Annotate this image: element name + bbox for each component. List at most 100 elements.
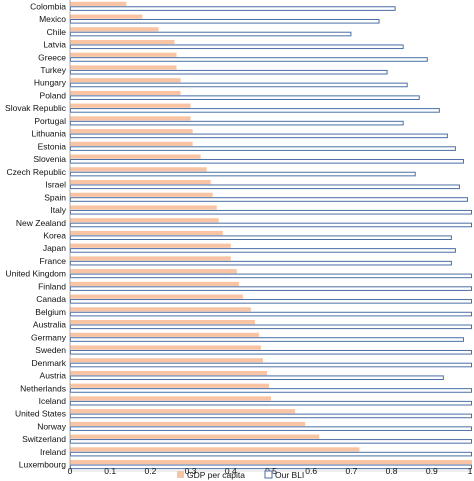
bar-gdp-norway: [70, 421, 306, 427]
category-label: Korea: [43, 231, 66, 241]
bar-gdp-ireland: [70, 447, 360, 452]
category-label: Netherlands: [20, 383, 66, 393]
x-tick-label: 0.3: [185, 466, 197, 476]
legend: GDP per capita Our BLI: [177, 470, 304, 480]
x-tick-label: 0.8: [386, 466, 398, 476]
bar-bli-lithuania: [70, 133, 448, 139]
legend-label: GDP per capita: [187, 470, 245, 480]
bar-gdp-denmark: [70, 358, 263, 363]
bar-gdp-lithuania: [70, 129, 193, 134]
bar-gdp-switzerland: [70, 434, 320, 439]
category-label: France: [40, 256, 67, 266]
bar-bli-switzerland: [70, 439, 472, 444]
bar-bli-luxembourg: [70, 464, 472, 470]
bar-bli-austria: [70, 375, 444, 381]
bar-bli-hungary: [70, 82, 408, 88]
category-label: Portugal: [34, 116, 66, 126]
category-label: Mexico: [39, 14, 66, 24]
bar-bli-korea: [70, 235, 452, 240]
bar-bli-latvia: [70, 44, 404, 50]
bar-gdp-spain: [70, 192, 213, 197]
bar-bli-denmark: [70, 362, 472, 368]
x-tick-label: 0.9: [426, 466, 438, 476]
bar-bli-greece: [70, 57, 428, 62]
category-label: Australia: [33, 320, 66, 330]
category-label: Greece: [38, 52, 66, 62]
bar-gdp-estonia: [70, 141, 193, 146]
bar-gdp-portugal: [70, 116, 191, 121]
category-label: Sweden: [35, 345, 66, 355]
category-label: Switzerland: [22, 434, 66, 444]
bar-gdp-finland: [70, 281, 239, 287]
bar-bli-slovak-republic: [70, 108, 440, 113]
x-tick-label: 0.6: [305, 466, 317, 476]
bar-bli-united-kingdom: [70, 273, 472, 279]
bar-gdp-new-zealand: [70, 218, 219, 223]
category-label: Iceland: [39, 396, 67, 406]
bar-bli-netherlands: [70, 388, 472, 393]
bar-bli-belgium: [70, 311, 472, 317]
bar-bli-spain: [70, 197, 468, 202]
bar-gdp-mexico: [70, 14, 143, 19]
bar-bli-estonia: [70, 146, 456, 151]
category-label: Spain: [44, 192, 66, 202]
category-label: United States: [15, 409, 66, 419]
category-label: Israel: [45, 180, 66, 190]
bar-bli-poland: [70, 95, 420, 100]
category-label: Luxembourg: [19, 460, 67, 470]
category-label: New Zealand: [16, 218, 66, 228]
bar-bli-canada: [70, 299, 472, 304]
bar-bli-ireland: [70, 451, 472, 457]
category-label: Ireland: [40, 447, 66, 457]
bar-gdp-poland: [70, 90, 181, 96]
bar-gdp-hungary: [70, 78, 181, 83]
bar-bli-chile: [70, 31, 352, 37]
bar-gdp-united-kingdom: [70, 269, 237, 274]
x-tick-label: 0: [68, 466, 73, 476]
bar-gdp-belgium: [70, 307, 251, 312]
bar-gdp-luxembourg: [70, 460, 472, 465]
category-labels: Colombia Mexico Chile Latvia Greece Turkey Hun…: [5, 1, 67, 469]
bar-gdp-united-states: [70, 409, 296, 414]
bar-gdp-czech-republic: [70, 167, 207, 172]
category-label: Finland: [38, 281, 66, 291]
x-tick-label: 0.2: [144, 466, 156, 476]
category-label: Slovenia: [33, 154, 66, 164]
bar-gdp-chile: [70, 27, 159, 32]
bar-gdp-greece: [70, 52, 177, 57]
bar-bli-czech-republic: [70, 171, 416, 177]
bar-bli-united-states: [70, 413, 472, 419]
bar-gdp-slovak-republic: [70, 103, 191, 108]
bar-gdp-austria: [70, 370, 267, 376]
category-label: Lithuania: [31, 129, 66, 139]
bars-group: [70, 1, 472, 470]
category-label: Canada: [36, 294, 66, 304]
legend-swatch: [177, 471, 184, 478]
bar-gdp-turkey: [70, 65, 177, 70]
category-label: Denmark: [32, 358, 67, 368]
bar-bli-slovenia: [70, 159, 464, 164]
bar-bli-france: [70, 260, 452, 266]
category-label: Norway: [37, 421, 67, 431]
bar-bli-italy: [70, 209, 472, 215]
bar-bli-mexico: [70, 18, 380, 24]
bar-bli-australia: [70, 324, 472, 330]
category-label: Latvia: [43, 40, 66, 50]
bar-gdp-korea: [70, 230, 223, 236]
category-label: Japan: [43, 243, 66, 253]
x-tick-label: 1: [468, 466, 473, 476]
bar-gdp-australia: [70, 320, 255, 325]
bar-bli-norway: [70, 426, 472, 431]
x-tick-label: 0.7: [345, 466, 357, 476]
bar-bli-iceland: [70, 400, 472, 406]
bar-gdp-canada: [70, 294, 243, 299]
bar-bli-colombia: [70, 6, 396, 11]
category-label: Czech Republic: [6, 167, 66, 177]
category-label: Austria: [40, 371, 67, 381]
category-label: Colombia: [30, 1, 66, 11]
bar-bli-finland: [70, 286, 472, 291]
bar-bli-portugal: [70, 120, 404, 126]
bar-gdp-germany: [70, 332, 259, 337]
bar-gdp-netherlands: [70, 383, 269, 388]
